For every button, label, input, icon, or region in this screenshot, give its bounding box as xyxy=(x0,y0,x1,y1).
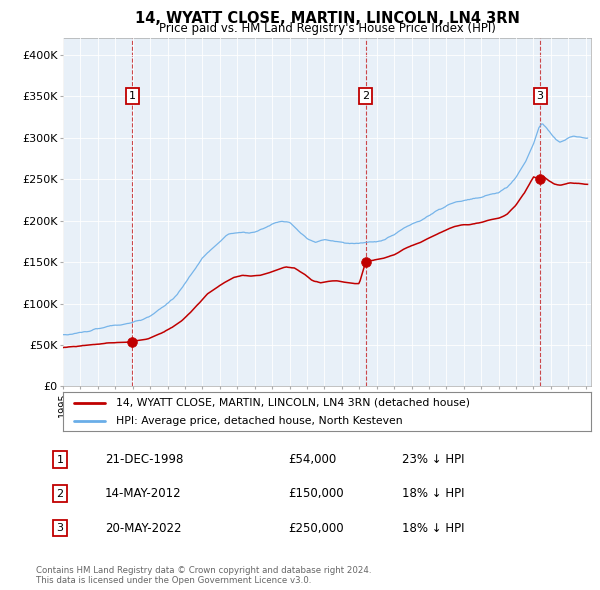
Text: 1: 1 xyxy=(56,455,64,464)
Text: £150,000: £150,000 xyxy=(288,487,344,500)
Text: Contains HM Land Registry data © Crown copyright and database right 2024.
This d: Contains HM Land Registry data © Crown c… xyxy=(36,566,371,585)
Text: 18% ↓ HPI: 18% ↓ HPI xyxy=(402,522,464,535)
Text: £54,000: £54,000 xyxy=(288,453,336,466)
Text: 3: 3 xyxy=(536,91,544,101)
Text: Price paid vs. HM Land Registry's House Price Index (HPI): Price paid vs. HM Land Registry's House … xyxy=(158,22,496,35)
Text: 14-MAY-2012: 14-MAY-2012 xyxy=(105,487,182,500)
Text: 23% ↓ HPI: 23% ↓ HPI xyxy=(402,453,464,466)
Text: 20-MAY-2022: 20-MAY-2022 xyxy=(105,522,182,535)
Text: 2: 2 xyxy=(362,91,369,101)
Text: 1: 1 xyxy=(128,91,136,101)
Text: 18% ↓ HPI: 18% ↓ HPI xyxy=(402,487,464,500)
Text: 21-DEC-1998: 21-DEC-1998 xyxy=(105,453,184,466)
Text: 14, WYATT CLOSE, MARTIN, LINCOLN, LN4 3RN: 14, WYATT CLOSE, MARTIN, LINCOLN, LN4 3R… xyxy=(134,11,520,25)
Text: 3: 3 xyxy=(56,523,64,533)
Text: HPI: Average price, detached house, North Kesteven: HPI: Average price, detached house, Nort… xyxy=(116,416,403,426)
Text: 14, WYATT CLOSE, MARTIN, LINCOLN, LN4 3RN (detached house): 14, WYATT CLOSE, MARTIN, LINCOLN, LN4 3R… xyxy=(116,398,470,408)
Text: 2: 2 xyxy=(56,489,64,499)
Text: £250,000: £250,000 xyxy=(288,522,344,535)
